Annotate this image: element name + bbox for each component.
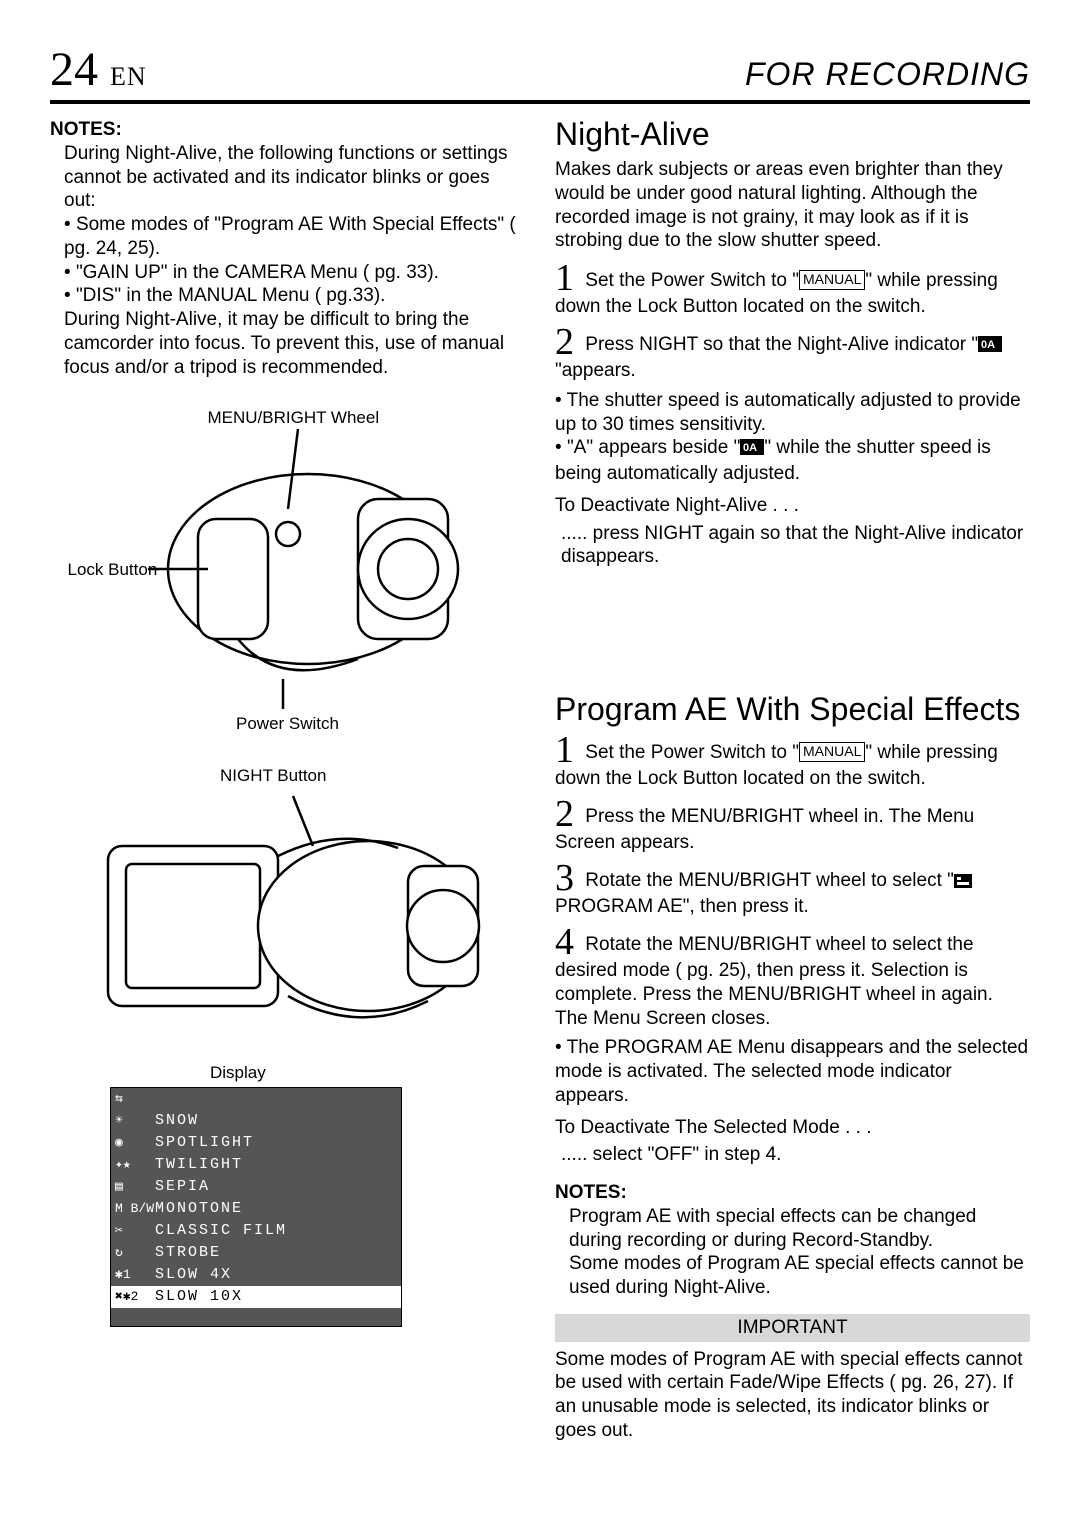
ae-step-4: 4 Rotate the MENU/BRIGHT wheel to select…: [555, 925, 1030, 1030]
ae-notes-line: Program AE with special effects can be c…: [569, 1205, 1030, 1253]
figure-camera-top: MENU/BRIGHT Wheel Lock Button: [50, 429, 525, 734]
display-row: ⇆: [111, 1088, 401, 1110]
important-heading: IMPORTANT: [555, 1314, 1030, 1342]
manual-label: MANUAL: [799, 742, 865, 762]
display-row: M B/WMONOTONE: [111, 1198, 401, 1220]
notes-tail: During Night-Alive, it may be difficult …: [64, 308, 525, 379]
step-number: 3: [555, 857, 574, 899]
label-night-button: NIGHT Button: [90, 765, 525, 786]
page-number-value: 24: [50, 43, 98, 96]
ae-step-1: 1 Set the Power Switch to "MANUAL" while…: [555, 733, 1030, 791]
display-row-selected: ✖✱2SLOW 10X: [111, 1286, 401, 1308]
display-row-blank: [111, 1308, 401, 1326]
ae-deactivate-body: ..... select "OFF" in step 4.: [561, 1143, 1030, 1167]
display-row: ✱1SLOW 4X: [111, 1264, 401, 1286]
figure-camera-open: NIGHT Button: [50, 765, 525, 1046]
program-ae-icon: [954, 871, 972, 895]
ae-deactivate-head: To Deactivate The Selected Mode . . .: [555, 1116, 1030, 1140]
step-number: 2: [555, 793, 574, 835]
svg-text:0A: 0A: [981, 339, 995, 351]
label-lock-button: Lock Button: [68, 559, 158, 580]
display-row: ◉SPOTLIGHT: [111, 1132, 401, 1154]
notes-heading: NOTES:: [50, 118, 525, 142]
content-columns: NOTES: During Night-Alive, the following…: [50, 114, 1030, 1443]
bullet-item: • The PROGRAM AE Menu disappears and the…: [555, 1036, 1030, 1107]
step-number: 1: [555, 257, 574, 299]
svg-text:0A: 0A: [743, 442, 757, 454]
night-deactivate-body: ..... press NIGHT again so that the Nigh…: [561, 522, 1030, 570]
display-row: ✦★TWILIGHT: [111, 1154, 401, 1176]
header-section-title: FOR RECORDING: [745, 54, 1030, 94]
program-ae-title: Program AE With Special Effects: [555, 689, 1030, 729]
display-row: ↻STROBE: [111, 1242, 401, 1264]
display-label: Display: [210, 1062, 525, 1083]
notes-item: "DIS" in the MANUAL Menu ( pg.33).: [64, 284, 525, 308]
ae-step-3: 3 Rotate the MENU/BRIGHT wheel to select…: [555, 861, 1030, 919]
ae-notes-body: Program AE with special effects can be c…: [569, 1205, 1030, 1300]
ae-notes-heading: NOTES:: [555, 1181, 1030, 1205]
notes-body: During Night-Alive, the following functi…: [64, 142, 525, 380]
notes-list: Some modes of "Program AE With Special E…: [64, 213, 525, 308]
night-alive-title: Night-Alive: [555, 114, 1030, 154]
bullet-item: • The shutter speed is automatically adj…: [555, 389, 1030, 437]
label-power-switch: Power Switch: [78, 713, 498, 734]
night-alive-intro: Makes dark subjects or areas even bright…: [555, 158, 1030, 253]
notes-item: "GAIN UP" in the CAMERA Menu ( pg. 33).: [64, 261, 525, 285]
label-menu-bright: MENU/BRIGHT Wheel: [208, 407, 380, 428]
display-row: ✂CLASSIC FILM: [111, 1220, 401, 1242]
display-panel: ⇆ ☀SNOW ◉SPOTLIGHT ✦★TWILIGHT ▤SEPIA M B…: [110, 1087, 402, 1327]
page-number: 24 EN: [50, 40, 147, 100]
notes-item: Some modes of "Program AE With Special E…: [64, 213, 525, 261]
ae-notes-line: Some modes of Program AE special effects…: [569, 1252, 1030, 1300]
manual-label: MANUAL: [799, 270, 865, 290]
right-column: Night-Alive Makes dark subjects or areas…: [555, 114, 1030, 1443]
step-number: 2: [555, 321, 574, 363]
night-alive-icon: 0A: [740, 438, 764, 462]
ae-bullets: • The PROGRAM AE Menu disappears and the…: [555, 1036, 1030, 1107]
night-step-2: 2 Press NIGHT so that the Night-Alive in…: [555, 325, 1030, 383]
display-row: ▤SEPIA: [111, 1176, 401, 1198]
night-alive-icon: 0A: [978, 335, 1002, 359]
ae-step-2: 2 Press the MENU/BRIGHT wheel in. The Me…: [555, 797, 1030, 855]
notes-intro: During Night-Alive, the following functi…: [64, 142, 525, 213]
manual-page: 24 EN FOR RECORDING NOTES: During Night-…: [0, 0, 1080, 1503]
page-lang: EN: [110, 62, 147, 91]
camera-illustration-open: [78, 786, 498, 1046]
display-row: ☀SNOW: [111, 1110, 401, 1132]
left-column: NOTES: During Night-Alive, the following…: [50, 114, 525, 1443]
night-deactivate-head: To Deactivate Night-Alive . . .: [555, 494, 1030, 518]
page-header: 24 EN FOR RECORDING: [50, 40, 1030, 104]
camera-illustration-top: [108, 429, 468, 709]
step-number: 4: [555, 921, 574, 963]
night-step-1: 1 Set the Power Switch to "MANUAL" while…: [555, 261, 1030, 319]
important-body: Some modes of Program AE with special ef…: [555, 1348, 1030, 1443]
night-bullets: • The shutter speed is automatically adj…: [555, 389, 1030, 486]
bullet-item: • "A" appears beside "0A" while the shut…: [555, 436, 1030, 486]
step-number: 1: [555, 729, 574, 771]
